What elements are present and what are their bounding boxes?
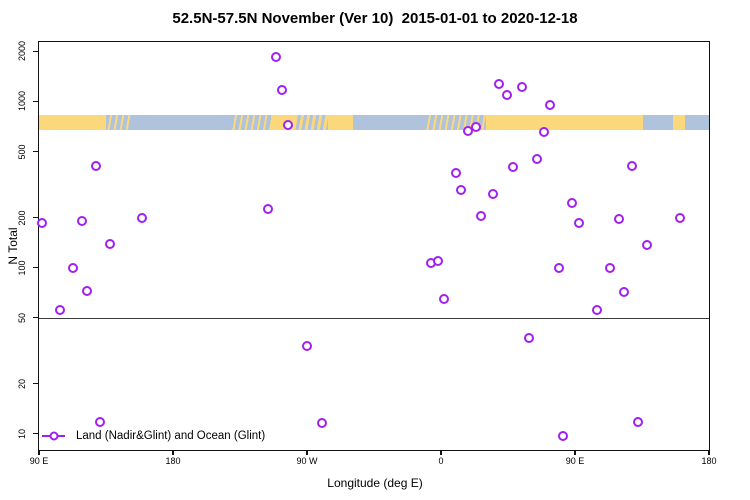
data-point xyxy=(626,161,637,172)
data-point xyxy=(613,214,624,225)
data-point xyxy=(95,416,106,427)
data-point xyxy=(567,198,578,208)
x-axis-label: Longitude (deg E) xyxy=(327,476,423,490)
data-point xyxy=(508,161,519,172)
data-point xyxy=(456,185,467,196)
x-axis-tick-label: 90 E xyxy=(29,456,49,466)
data-point xyxy=(282,119,293,130)
data-point xyxy=(605,263,616,274)
y-axis-tick-label: 2000 xyxy=(17,41,27,62)
legend-point-icon xyxy=(49,431,58,441)
data-point xyxy=(77,215,88,226)
data-point xyxy=(55,304,66,315)
band-segment-ocean xyxy=(643,114,674,131)
data-point xyxy=(573,217,584,228)
x-axis-tick xyxy=(574,450,576,455)
x-axis-tick xyxy=(306,450,308,455)
x-axis-tick-label: 90 E xyxy=(565,456,585,466)
y-axis-tick xyxy=(33,383,38,385)
y-axis-tick xyxy=(33,50,38,53)
reference-line-50 xyxy=(39,317,709,319)
data-point xyxy=(641,239,652,250)
x-axis-tick-label: 180 xyxy=(165,456,181,466)
data-point xyxy=(137,213,148,224)
data-point xyxy=(81,286,92,297)
y-axis-tick xyxy=(33,317,38,319)
band-segment-mixo xyxy=(231,114,272,131)
data-point xyxy=(488,189,499,200)
y-axis-tick-label: 10 xyxy=(17,428,27,439)
data-point xyxy=(262,203,273,214)
data-point xyxy=(557,431,568,442)
data-point xyxy=(632,416,643,427)
data-point xyxy=(524,332,535,343)
data-point xyxy=(501,89,512,100)
band-segment-ocean xyxy=(353,114,425,131)
band-segment-land xyxy=(673,114,686,131)
x-axis-tick-label: 180 xyxy=(701,456,717,466)
band-segment-land xyxy=(39,114,106,131)
y-axis-tick-label: 50 xyxy=(17,312,27,323)
data-point xyxy=(301,340,312,351)
data-point xyxy=(36,217,47,228)
y-axis-tick-label: 100 xyxy=(17,260,27,276)
x-axis-tick xyxy=(38,450,40,455)
data-point xyxy=(674,212,685,223)
y-axis-tick xyxy=(33,150,38,153)
land-ocean-band xyxy=(39,114,709,131)
x-axis-tick xyxy=(708,450,710,455)
y-axis-tick-label: 500 xyxy=(17,144,27,160)
legend: Land (Nadir&Glint) and Ocean (Glint) xyxy=(42,430,265,442)
data-point xyxy=(539,127,550,138)
data-point xyxy=(68,262,79,273)
x-axis-tick-label: 90 W xyxy=(296,456,318,466)
y-axis-tick-label: 1000 xyxy=(17,91,27,112)
band-segment-mix xyxy=(295,114,328,131)
x-axis-tick-label: 0 xyxy=(438,456,444,466)
data-point xyxy=(463,126,474,137)
data-point xyxy=(592,304,603,315)
band-segment-land xyxy=(327,114,354,131)
legend-label: Land (Nadir&Glint) and Ocean (Glint) xyxy=(76,430,266,442)
band-segment-ocean xyxy=(685,114,709,131)
band-segment-ocean xyxy=(131,114,232,131)
legend-line-marker xyxy=(42,431,65,441)
data-point xyxy=(553,263,564,274)
x-axis-tick xyxy=(172,450,174,455)
data-point xyxy=(105,239,116,250)
data-point xyxy=(438,293,449,304)
y-axis-tick-label: 200 xyxy=(17,210,27,226)
plot-area: Land (Nadir&Glint) and Ocean (Glint) 90 … xyxy=(17,41,717,466)
data-point xyxy=(516,82,527,93)
data-point xyxy=(432,255,443,266)
data-point xyxy=(545,100,556,111)
y-axis-tick xyxy=(33,100,38,103)
y-axis-tick xyxy=(33,267,38,269)
data-point xyxy=(316,417,327,428)
data-point xyxy=(619,287,630,298)
chart-title: 52.5N-57.5N November (Ver 10) 2015-01-01… xyxy=(172,10,578,27)
y-axis-tick xyxy=(33,217,38,219)
data-point xyxy=(276,85,287,96)
band-segment-mixo xyxy=(106,114,132,131)
data-point xyxy=(270,51,281,62)
data-point xyxy=(475,211,486,222)
data-point xyxy=(531,153,542,164)
data-point xyxy=(91,161,102,172)
data-point xyxy=(494,79,505,90)
x-axis-tick xyxy=(440,450,442,455)
data-point xyxy=(450,168,461,179)
band-segment-land xyxy=(485,114,644,131)
y-axis-tick-label: 20 xyxy=(17,378,27,389)
data-point xyxy=(471,121,482,132)
y-axis-tick xyxy=(33,433,38,435)
